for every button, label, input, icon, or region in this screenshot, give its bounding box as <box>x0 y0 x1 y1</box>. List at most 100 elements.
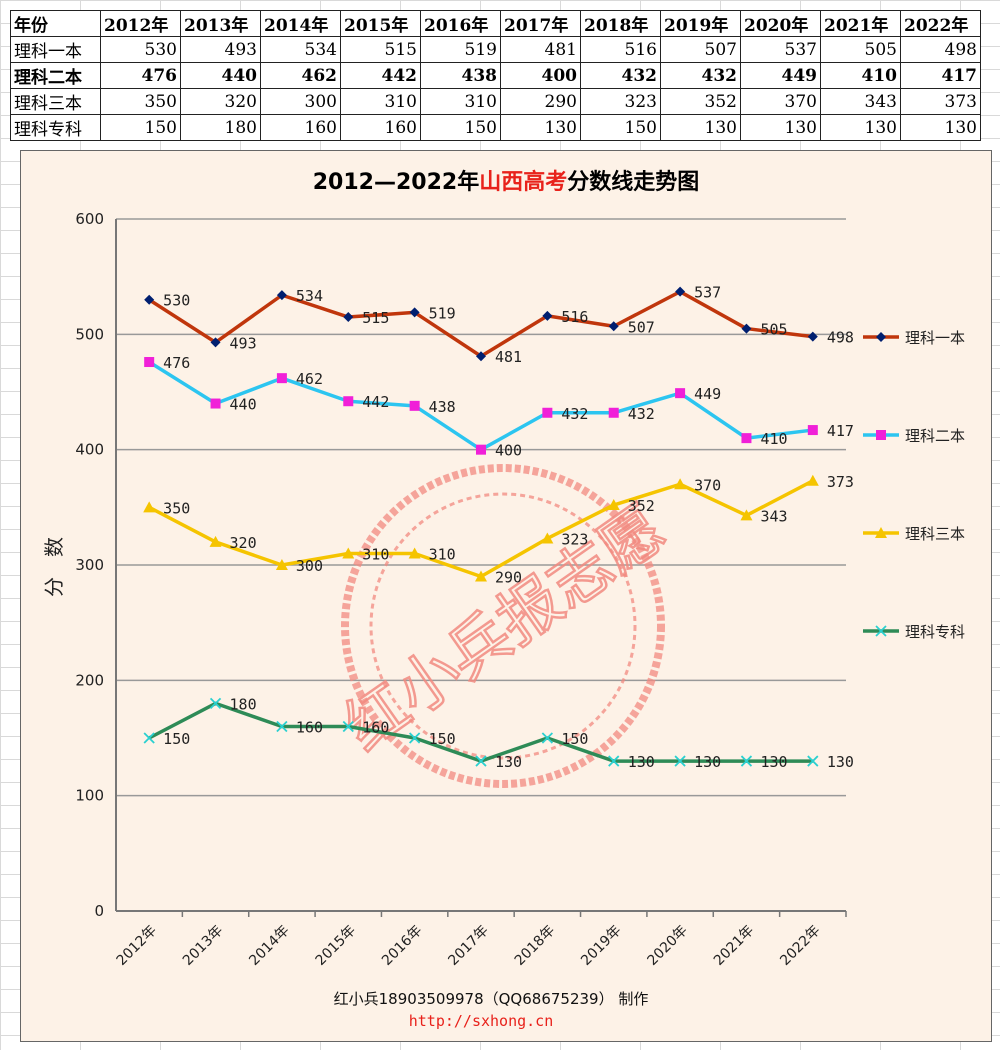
data-label: 160 <box>296 718 323 736</box>
data-point <box>807 331 818 342</box>
table-cell: 343 <box>820 88 901 115</box>
data-label: 432 <box>628 405 655 423</box>
data-point <box>675 286 686 297</box>
table-row-label: 理科一本 <box>10 36 101 63</box>
data-point <box>542 310 553 321</box>
table-cell: 505 <box>820 36 901 63</box>
data-point <box>476 444 486 455</box>
table-year-header: 2014年 <box>260 10 341 37</box>
table-cell: 530 <box>100 36 181 63</box>
data-label: 476 <box>163 354 190 372</box>
data-point <box>541 532 554 544</box>
data-label: 400 <box>495 442 522 460</box>
table-row: 理科三本 350 320 300 310 310 290 323 352 370 343 373 <box>10 88 981 115</box>
data-label: 150 <box>429 730 456 748</box>
data-point <box>276 373 287 384</box>
table-cell: 476 <box>100 62 181 89</box>
data-point <box>741 323 752 334</box>
table-cell: 432 <box>660 62 741 89</box>
data-label: 537 <box>694 284 721 302</box>
data-label: 481 <box>495 348 522 366</box>
data-point <box>342 547 355 559</box>
table-cell: 290 <box>500 88 581 115</box>
table-cell: 150 <box>580 114 661 141</box>
data-point <box>475 755 487 767</box>
table-year-header: 2018年 <box>580 10 661 37</box>
data-label: 440 <box>230 396 257 414</box>
table-header-label: 年份 <box>10 10 101 37</box>
data-label: 438 <box>429 398 456 416</box>
data-point <box>143 732 155 744</box>
data-point <box>608 407 619 418</box>
data-point <box>875 527 887 538</box>
data-label: 498 <box>827 329 854 347</box>
table-year-header: 2016年 <box>420 10 501 37</box>
table-year-header: 2012年 <box>100 10 181 37</box>
data-label: 130 <box>694 753 721 771</box>
table-cell: 515 <box>340 36 421 63</box>
data-label: 150 <box>163 730 190 748</box>
table-cell: 150 <box>420 114 501 141</box>
table-cell: 400 <box>500 62 581 89</box>
data-label: 320 <box>230 534 257 552</box>
table-cell: 534 <box>260 36 341 63</box>
data-label: 519 <box>429 304 456 322</box>
legend-label: 理科专科 <box>905 623 965 641</box>
y-tick-label: 400 <box>75 441 104 459</box>
data-point <box>210 337 221 348</box>
table-year-header: 2021年 <box>820 10 901 37</box>
table-cell: 130 <box>820 114 901 141</box>
table-cell: 373 <box>900 88 981 115</box>
data-point <box>275 559 288 570</box>
table-cell: 310 <box>340 88 421 115</box>
data-point <box>674 755 686 767</box>
table-header-row: 年份 2012年 2013年 2014年 2015年 2016年 2017年 2… <box>10 10 981 37</box>
data-label: 130 <box>495 753 522 771</box>
data-label: 160 <box>362 718 389 736</box>
data-point <box>209 535 222 547</box>
data-label: 323 <box>561 530 588 548</box>
table-cell: 507 <box>660 36 741 63</box>
data-point <box>276 290 287 301</box>
chart-title-highlight: 山西高考 <box>479 169 567 195</box>
data-point <box>674 478 687 490</box>
data-label: 290 <box>495 569 522 587</box>
score-table: 年份 2012年 2013年 2014年 2015年 2016年 2017年 2… <box>10 10 981 141</box>
data-point <box>343 312 354 323</box>
chart-title-part: 2012—2022年 <box>313 169 479 195</box>
table-cell: 462 <box>260 62 341 89</box>
chart-area: 2012—2022年山西高考分数线走势图 0 100 200 300 400 500 600 2… <box>20 150 992 1042</box>
legend-label: 理科二本 <box>905 427 965 445</box>
table-row: 理科一本 530 493 534 515 519 481 516 507 537 505 498 <box>10 36 981 63</box>
data-label: 130 <box>628 753 655 771</box>
data-point <box>541 732 554 744</box>
table-cell: 300 <box>260 88 341 115</box>
x-tick-label: 2014年 <box>246 923 292 969</box>
data-label: 417 <box>827 422 854 440</box>
data-point <box>675 388 686 399</box>
table-cell: 130 <box>900 114 981 141</box>
data-point <box>740 509 753 521</box>
data-point <box>807 425 818 436</box>
data-point <box>607 499 620 511</box>
data-label: 432 <box>561 405 588 423</box>
chart-footer-url: http://sxhong.cn <box>409 1012 554 1030</box>
x-tick-label: 2017年 <box>445 923 491 969</box>
table-cell: 442 <box>340 62 421 89</box>
table-cell: 498 <box>900 36 981 63</box>
table-cell: 432 <box>580 62 661 89</box>
data-point <box>608 321 619 332</box>
legend-label: 理科三本 <box>905 525 965 543</box>
x-tick-label: 2018年 <box>512 923 558 969</box>
table-cell: 150 <box>100 114 181 141</box>
data-label: 370 <box>694 476 721 494</box>
table-cell: 160 <box>340 114 421 141</box>
table-row-label: 理科专科 <box>10 114 101 141</box>
data-label: 530 <box>163 292 190 310</box>
watermark-ring <box>341 464 665 788</box>
data-point <box>740 755 753 767</box>
table-cell: 130 <box>740 114 821 141</box>
chart-title: 2012—2022年山西高考分数线走势图 <box>313 169 700 195</box>
table-cell: 519 <box>420 36 501 63</box>
table-cell: 160 <box>260 114 341 141</box>
